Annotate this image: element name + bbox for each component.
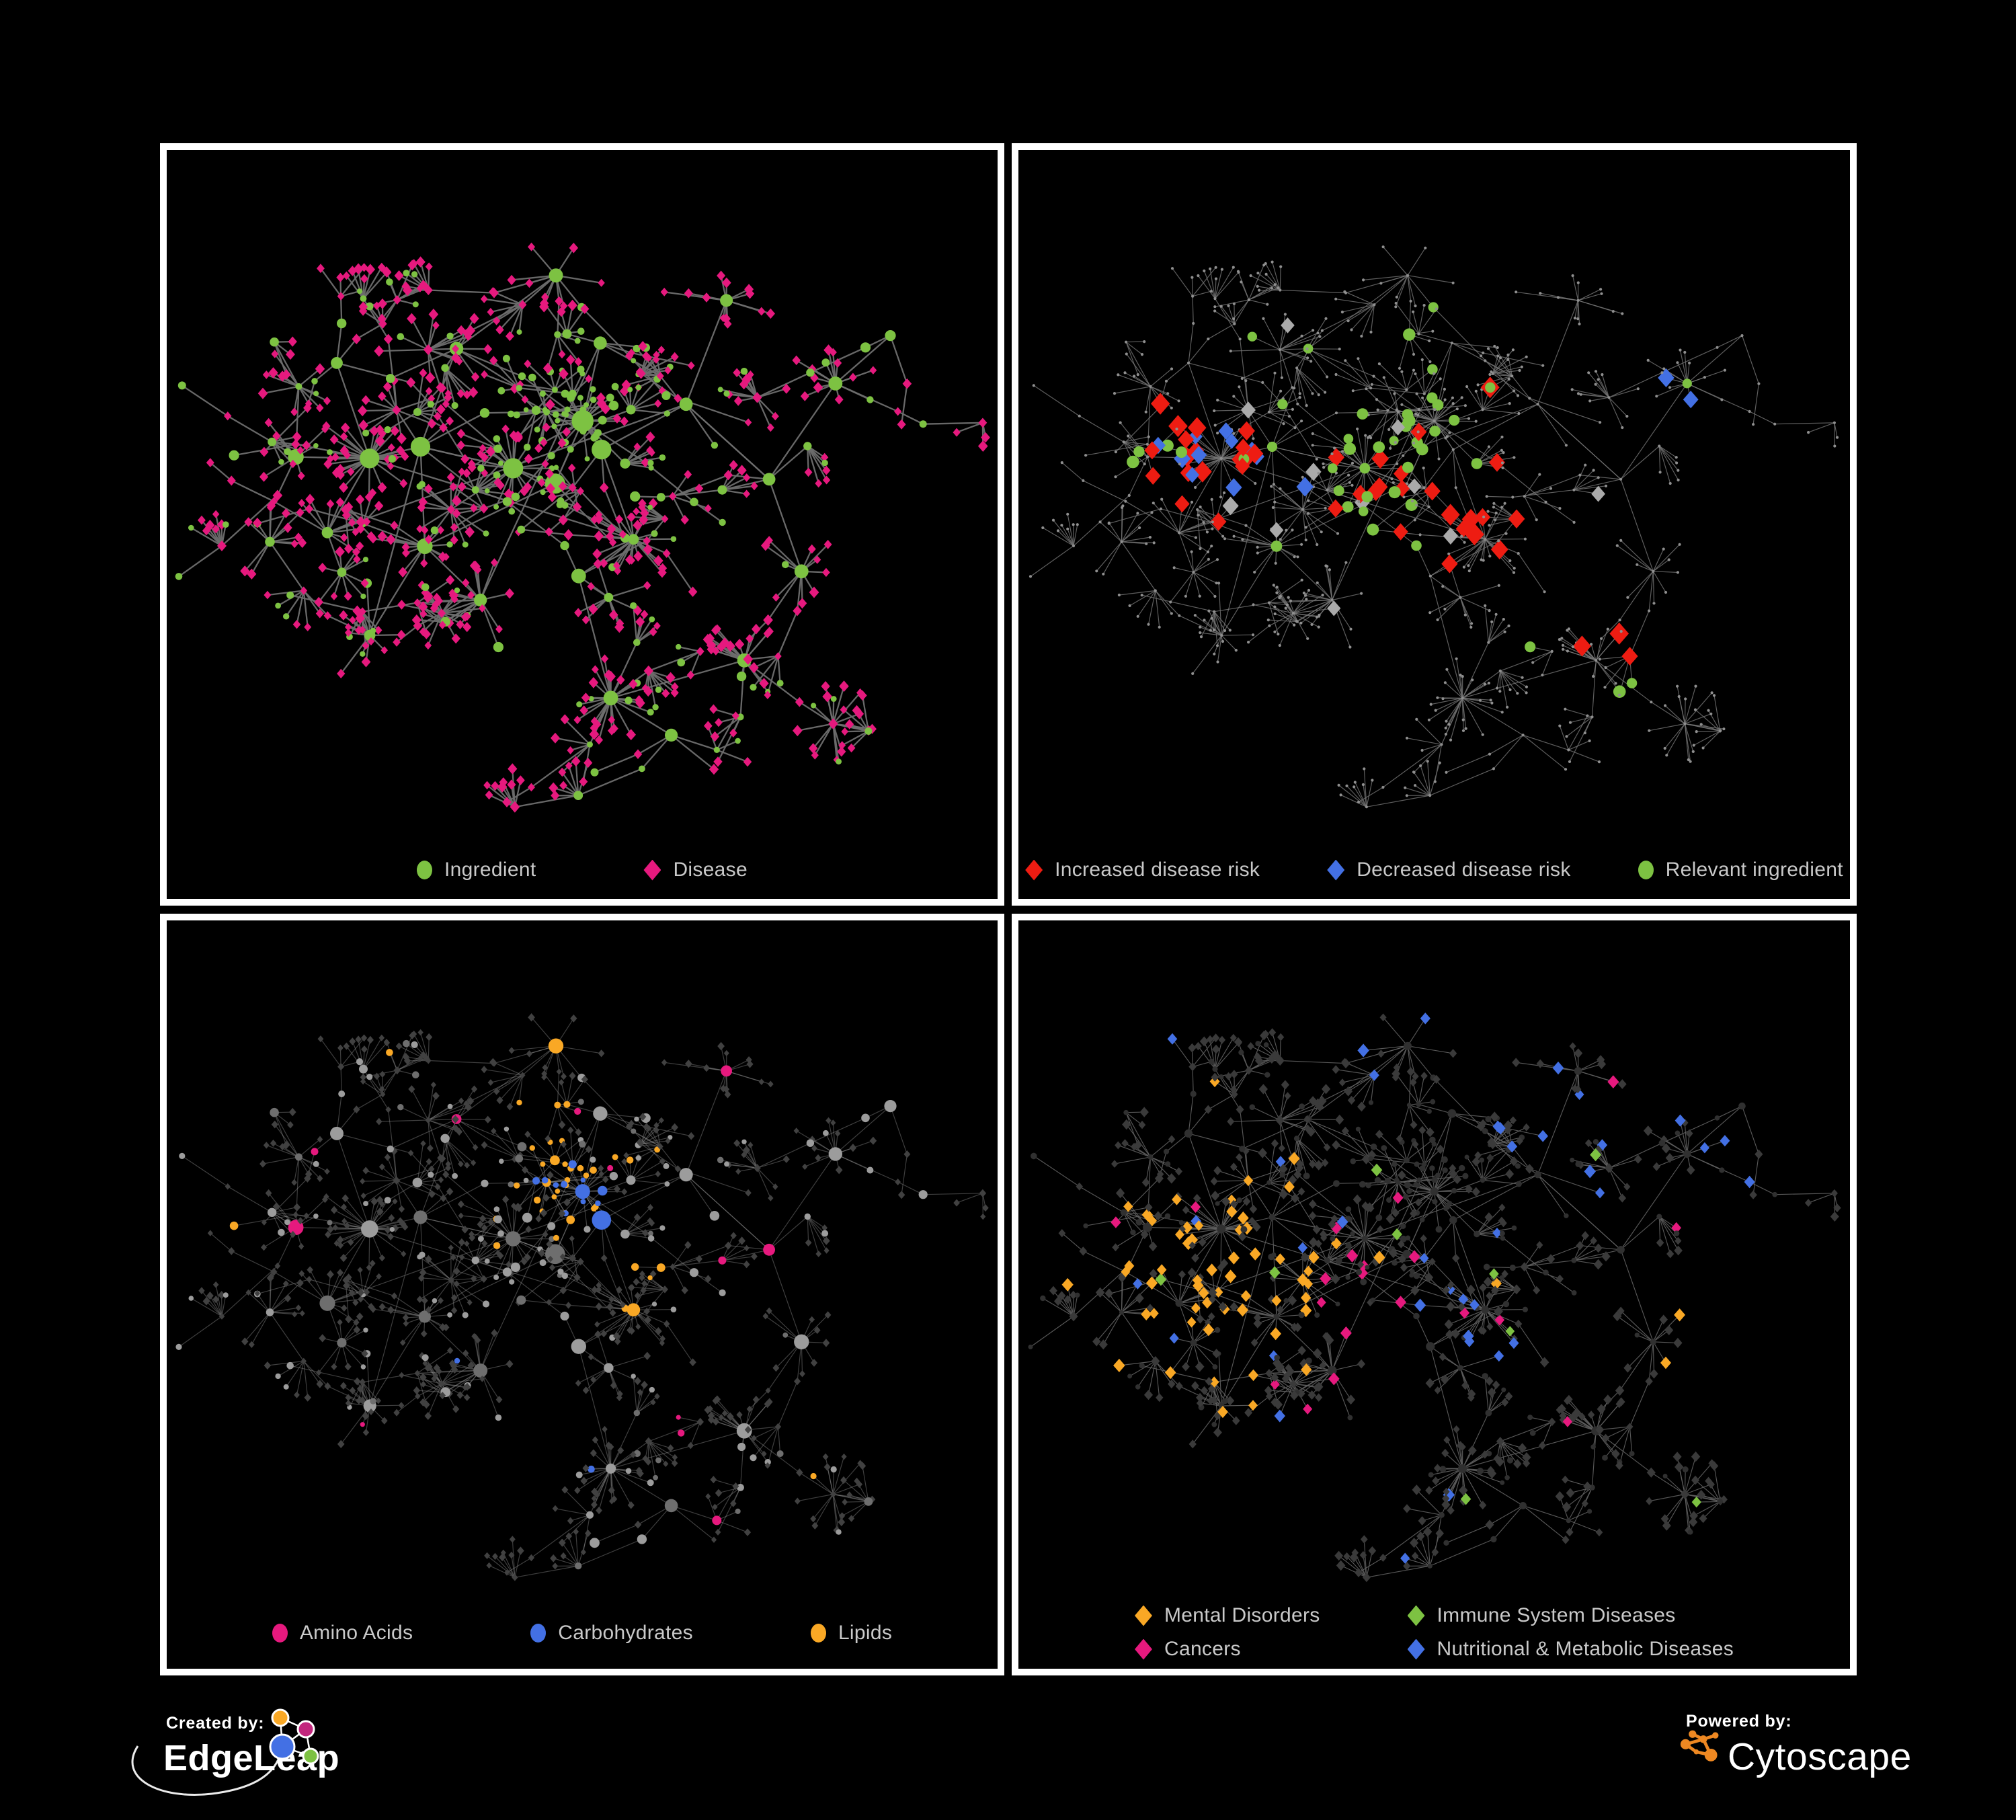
disease-diamond-swatch: [643, 859, 661, 881]
legend-item-cancers: Cancers: [1135, 1638, 1320, 1661]
panel-macronutrients: Amino Acids Carbohydrates Lipids: [160, 914, 1004, 1675]
edgeleap-node-magenta: [296, 1720, 315, 1739]
panel-ingredient-disease: Ingredient Disease: [160, 143, 1004, 906]
legend-label-lipids: Lipids: [838, 1622, 893, 1644]
edgeleap-node-orange: [271, 1708, 290, 1727]
panel-disease-categories: Mental Disorders Immune System Diseases Ca…: [1012, 914, 1857, 1675]
nutritional-metabolic-diseases-diamond-swatch: [1407, 1638, 1425, 1660]
legend-item-relevant-ingredient: Relevant ingredient: [1638, 859, 1843, 881]
legend-label-nutritional-metabolic-diseases: Nutritional & Metabolic Diseases: [1437, 1638, 1734, 1660]
legend-label-disease: Disease: [673, 859, 748, 881]
network-ingredient-disease: [175, 242, 990, 813]
edgeleap-node-blue: [269, 1733, 296, 1760]
carbohydrates-circle-swatch: [530, 1624, 547, 1643]
edgeleap-logo-graphic: [131, 1708, 319, 1796]
amino-acids-circle-swatch: [272, 1624, 288, 1643]
relevant-ingredient-circle-swatch: [1638, 861, 1654, 879]
ingredient-circle-swatch: [417, 861, 433, 879]
edgeleap-swoosh: [131, 1745, 280, 1796]
legend-item-lipids: Lipids: [810, 1622, 893, 1645]
legend-disease-risk: Increased disease risk Decreased disease …: [1018, 859, 1850, 881]
edgeleap-node-green: [302, 1747, 319, 1765]
cytoscape-icon-nodes: [1680, 1730, 1719, 1762]
network-nodes: [175, 1013, 989, 1581]
legend-item-nutritional-metabolic-diseases: Nutritional & Metabolic Diseases: [1407, 1638, 1734, 1661]
legend-ingredient-disease: Ingredient Disease: [167, 859, 998, 881]
powered-by-label: Powered by:: [1686, 1712, 1792, 1731]
cytoscape-logo-icon: [1680, 1730, 1719, 1762]
legend-item-mental-disorders: Mental Disorders: [1135, 1604, 1320, 1627]
legend-label-carbohydrates: Carbohydrates: [558, 1622, 693, 1644]
legend-label-relevant-ingredient: Relevant ingredient: [1665, 859, 1843, 881]
legend-item-amino-acids: Amino Acids: [272, 1622, 413, 1645]
legend-label-decreased-disease-risk: Decreased disease risk: [1357, 859, 1571, 881]
network-disease-categories: [1028, 1013, 1841, 1583]
network-nodes: [1029, 245, 1839, 809]
network-macronutrients: [175, 1013, 989, 1581]
decreased-disease-risk-diamond-swatch: [1327, 859, 1345, 881]
immune-system-diseases-diamond-swatch: [1407, 1605, 1425, 1626]
lipids-circle-swatch: [810, 1624, 826, 1643]
network-disease-risk: [1029, 245, 1839, 809]
legend-item-disease: Disease: [643, 859, 748, 881]
cytoscape-wordmark: Cytoscape: [1728, 1735, 1912, 1778]
legend-item-increased-disease-risk: Increased disease risk: [1025, 859, 1260, 881]
legend-item-immune-system-diseases: Immune System Diseases: [1407, 1604, 1734, 1627]
network-nodes: [175, 242, 990, 813]
legend-disease-categories: Mental Disorders Immune System Diseases Ca…: [1018, 1604, 1850, 1661]
legend-label-amino-acids: Amino Acids: [299, 1622, 413, 1644]
edgeleap-nodes: [269, 1708, 319, 1765]
panel-disease-risk: Increased disease risk Decreased disease …: [1012, 143, 1857, 906]
legend-label-immune-system-diseases: Immune System Diseases: [1437, 1604, 1676, 1626]
increased-disease-risk-diamond-swatch: [1025, 859, 1043, 881]
mental-disorders-diamond-swatch: [1135, 1605, 1152, 1626]
legend-label-increased-disease-risk: Increased disease risk: [1055, 859, 1260, 881]
legend-item-carbohydrates: Carbohydrates: [530, 1622, 693, 1645]
legend-label-mental-disorders: Mental Disorders: [1164, 1604, 1320, 1626]
network-nodes: [1028, 1013, 1841, 1583]
cancers-diamond-swatch: [1135, 1638, 1152, 1660]
legend-macronutrients: Amino Acids Carbohydrates Lipids: [167, 1622, 998, 1645]
created-by-label: Created by:: [166, 1714, 265, 1733]
legend-label-cancers: Cancers: [1164, 1638, 1241, 1660]
legend-item-ingredient: Ingredient: [417, 859, 536, 881]
legend-label-ingredient: Ingredient: [444, 859, 536, 881]
legend-item-decreased-disease-risk: Decreased disease risk: [1327, 859, 1570, 881]
